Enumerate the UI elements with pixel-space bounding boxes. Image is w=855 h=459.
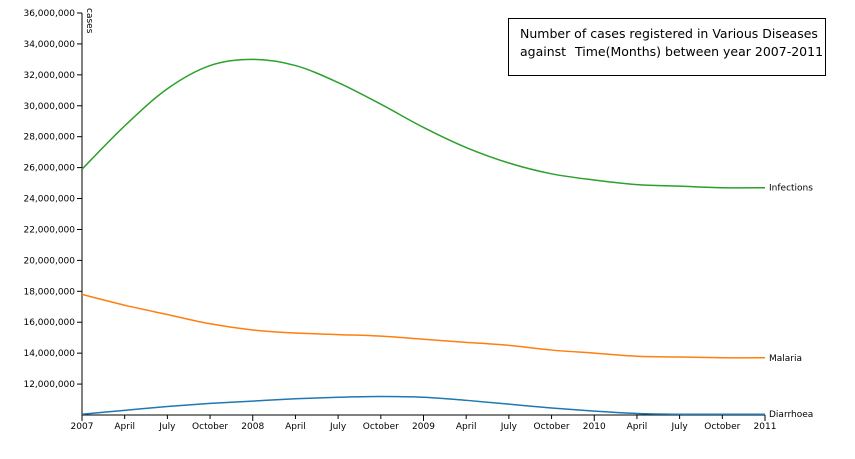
x-tick-label: April: [114, 422, 135, 432]
chart-title-against: against: [520, 44, 567, 59]
y-tick-label: 16,000,000: [23, 318, 75, 328]
x-tick-label: 2010: [583, 422, 606, 432]
y-tick-label: 12,000,000: [23, 380, 75, 390]
series-line-infections: [81, 58, 766, 189]
x-tick-label: July: [158, 422, 176, 432]
y-tick-label: 32,000,000: [23, 71, 75, 81]
x-tick-label: 2009: [412, 422, 435, 432]
x-tick-label: October: [704, 422, 740, 432]
series-label-malaria: Malaria: [769, 354, 802, 364]
x-tick-label: 2007: [71, 422, 94, 432]
x-tick-label: July: [500, 422, 518, 432]
x-axis: 2007 April July October 2008 April July October…: [71, 414, 777, 432]
y-tick-label: 24,000,000: [23, 195, 75, 205]
y-tick-label: 28,000,000: [23, 133, 75, 143]
y-axis-label: cases: [84, 8, 94, 34]
series-line-malaria: [81, 293, 766, 359]
x-tick-label: 2008: [241, 422, 264, 432]
x-tick-label: April: [627, 422, 648, 432]
y-tick-label: 30,000,000: [23, 102, 75, 112]
series-label-diarrhoea: Diarrhoea: [769, 410, 813, 420]
chart-title-line1: Number of cases registered in Various Di…: [520, 26, 818, 41]
y-tick-label: 26,000,000: [23, 164, 75, 174]
x-tick-label: 2011: [754, 422, 777, 432]
x-tick-label: April: [456, 422, 477, 432]
x-tick-label: October: [192, 422, 228, 432]
chart-title-box: Number of cases registered in Various Di…: [508, 18, 826, 76]
y-tick-label: 14,000,000: [23, 349, 75, 359]
x-tick-label: July: [671, 422, 689, 432]
series-line-diarrhoea: [81, 395, 766, 416]
x-tick-label: April: [285, 422, 306, 432]
x-tick-label: October: [534, 422, 570, 432]
series-label-infections: Infections: [769, 184, 813, 194]
y-tick-label: 22,000,000: [23, 225, 75, 235]
chart-title-line2: Time(Months) between year 2007-2011: [575, 44, 824, 59]
x-tick-label: July: [329, 422, 347, 432]
x-tick-label: October: [363, 422, 399, 432]
y-tick-label: 34,000,000: [23, 40, 75, 50]
y-tick-label: 36,000,000: [23, 9, 75, 19]
y-tick-label: 18,000,000: [23, 287, 75, 297]
series-group: [81, 58, 766, 416]
y-axis: 12,000,000 14,000,000 16,000,000 18,000,000…: [23, 9, 83, 415]
y-tick-label: 20,000,000: [23, 256, 75, 266]
series-labels: Infections Malaria Diarrhoea: [769, 184, 813, 421]
